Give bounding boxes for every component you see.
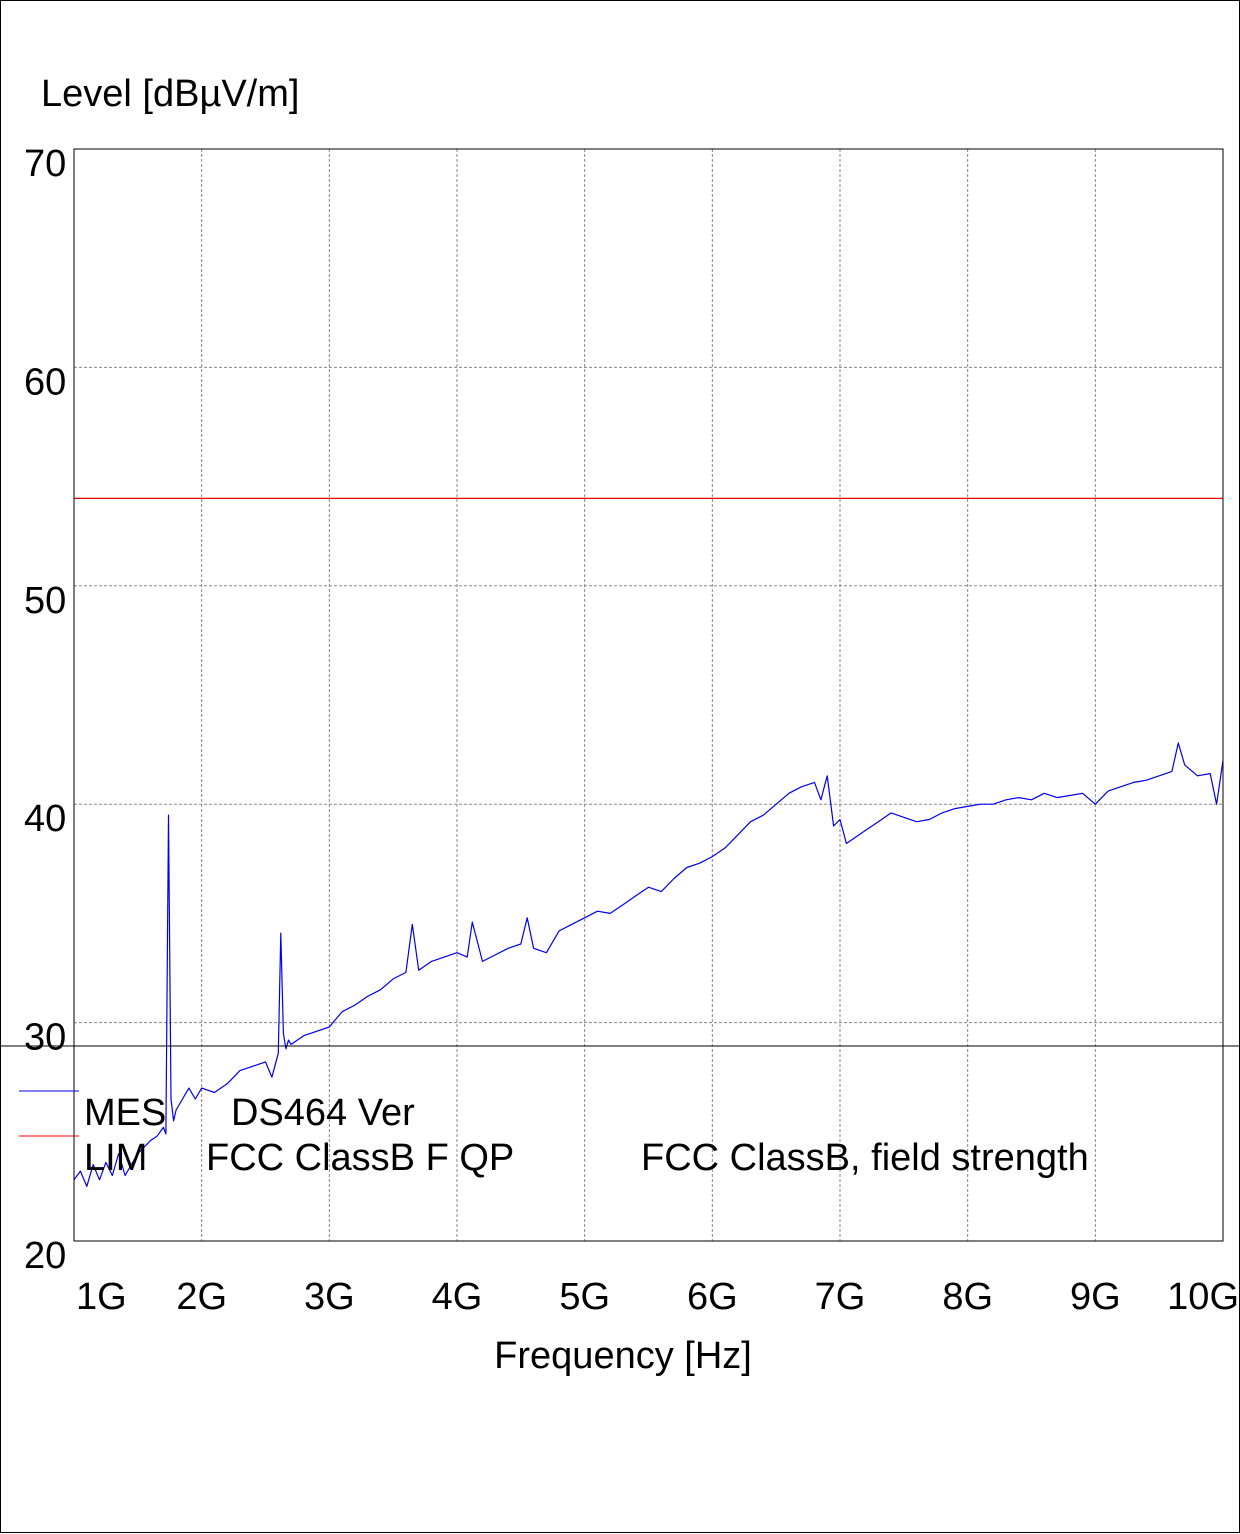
x-tick-label: 5G — [559, 1276, 610, 1318]
series-layer — [73, 497, 1224, 1188]
y-tick-label: 30 — [24, 1017, 66, 1059]
x-tick-label: 2G — [176, 1276, 227, 1318]
x-tick-label: 10G — [1167, 1276, 1239, 1318]
series-line-mes — [73, 742, 1224, 1188]
x-tick-label: 6G — [687, 1276, 738, 1318]
x-axis-label: Frequency [Hz] — [494, 1335, 752, 1377]
legend-description: FCC ClassB F QP — [206, 1137, 514, 1179]
y-tick-label: 20 — [24, 1235, 66, 1277]
legend-note: FCC ClassB, field strength — [641, 1137, 1089, 1179]
plot-area-border — [73, 148, 1224, 1242]
x-tick-label: 3G — [304, 1276, 355, 1318]
x-tick-label: 4G — [432, 1276, 483, 1318]
x-tick-label: 7G — [815, 1276, 866, 1318]
x-tick-label: 9G — [1070, 1276, 1121, 1318]
tick-label-layer: 1G 2G 3G 4G 5G 6G 7G 8G 9G 10G 20 30 40 50 60 70 — [24, 143, 1239, 1318]
y-tick-label: 60 — [24, 361, 66, 403]
y-tick-label: 40 — [24, 798, 66, 840]
legend-code: MES — [84, 1092, 166, 1134]
y-axis-label: Level [dBµV/m] — [41, 73, 299, 115]
y-tick-label: 50 — [24, 580, 66, 622]
y-tick-label: 70 — [24, 143, 66, 185]
legend-description: DS464 Ver — [231, 1092, 415, 1134]
legend: MES DS464 Ver LIM FCC ClassB F QP FCC ClassB… — [19, 1090, 1089, 1179]
grid-layer — [74, 149, 1223, 1241]
legend-code: LIM — [84, 1137, 147, 1179]
x-tick-label: 1G — [76, 1276, 127, 1318]
x-tick-label: 8G — [942, 1276, 993, 1318]
